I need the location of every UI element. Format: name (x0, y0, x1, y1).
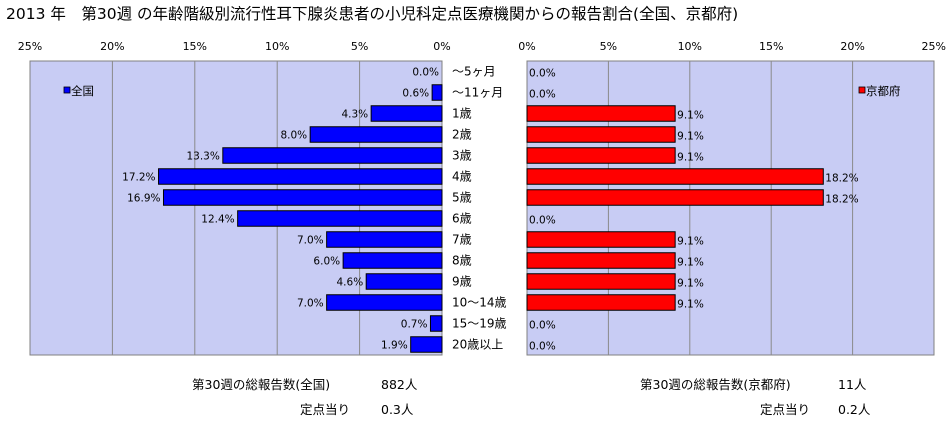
kyoto-bar (526, 231, 676, 248)
national-value-label: 16.9% (127, 193, 160, 205)
kyoto-total-value: 11人 (838, 377, 867, 392)
category-label: 7歳 (452, 233, 472, 247)
kyoto-per-value: 0.2人 (838, 402, 871, 417)
national-bar (158, 168, 443, 185)
category-label: 10～14歳 (452, 296, 507, 310)
kyoto-tick-label: 0% (518, 40, 535, 53)
national-value-label: 0.7% (401, 319, 428, 331)
kyoto-chart: 0% 5% 10% 15% 20% 25% 0.0% 0.0% 9.1% 9.1% 9.1% 18.2… (518, 40, 946, 356)
kyoto-bar (526, 189, 824, 206)
category-label: 9歳 (452, 275, 472, 289)
national-bar (342, 252, 443, 269)
kyoto-value-label: 18.2% (825, 173, 858, 185)
national-per-value: 0.3人 (381, 402, 414, 417)
national-value-label: 17.2% (122, 172, 155, 184)
national-tick-label: 20% (100, 40, 124, 53)
category-label: ～5ヶ月 (452, 65, 496, 79)
national-bar (162, 189, 443, 206)
kyoto-tick-label: 20% (840, 40, 864, 53)
national-value-label: 1.9% (381, 340, 408, 352)
kyoto-plot-area (526, 60, 935, 356)
national-legend-swatch (63, 86, 71, 94)
kyoto-tick-label: 25% (922, 40, 946, 53)
national-bar (309, 126, 443, 143)
national-tick-label: 15% (183, 40, 207, 53)
national-tick-label: 25% (18, 40, 42, 53)
category-label: 3歳 (452, 149, 472, 163)
national-tick-label: 0% (433, 40, 450, 53)
national-total-label: 第30週の総報告数(全国) (192, 377, 330, 392)
kyoto-legend-label: 京都府 (866, 84, 901, 98)
kyoto-bar (526, 126, 676, 143)
kyoto-value-label: 9.1% (677, 299, 704, 311)
kyoto-value-label: 0.0% (529, 215, 556, 227)
national-value-label: 6.0% (313, 256, 340, 268)
national-bar (370, 105, 443, 122)
national-bar (410, 336, 443, 353)
category-label: 20歳以上 (452, 338, 503, 352)
kyoto-total-label: 第30週の総報告数(京都府) (640, 377, 791, 392)
kyoto-value-label: 0.0% (529, 68, 556, 80)
category-label: 4歳 (452, 170, 472, 184)
category-label: ～11ヶ月 (452, 86, 503, 100)
chart-title: 2013 年 第30週 の年齢階級別流行性耳下腺炎患者の小児科定点医療機関からの… (6, 5, 738, 23)
kyoto-tick-label: 15% (759, 40, 783, 53)
national-chart: 25% 20% 15% 10% 5% 0% 0.0% 0.6% 4.3% 8.0% 13.3% 17.… (18, 40, 451, 356)
national-plot-area (29, 60, 443, 356)
national-value-label: 7.0% (297, 298, 324, 310)
kyoto-tick-label: 10% (678, 40, 702, 53)
kyoto-legend-swatch (858, 86, 866, 94)
kyoto-value-label: 9.1% (677, 131, 704, 143)
kyoto-value-label: 9.1% (677, 236, 704, 248)
national-bar (431, 84, 443, 101)
kyoto-value-label: 9.1% (677, 278, 704, 290)
national-value-label: 13.3% (186, 151, 219, 163)
national-value-label: 8.0% (280, 130, 307, 142)
kyoto-bar (526, 168, 824, 185)
kyoto-value-label: 0.0% (529, 320, 556, 332)
national-value-label: 0.6% (402, 88, 429, 100)
national-value-label: 12.4% (201, 214, 234, 226)
kyoto-value-label: 18.2% (825, 194, 858, 206)
kyoto-value-label: 0.0% (529, 89, 556, 101)
kyoto-bar (526, 105, 676, 122)
kyoto-value-label: 9.1% (677, 110, 704, 122)
kyoto-value-label: 0.0% (529, 341, 556, 353)
kyoto-bar (526, 252, 676, 269)
category-label: 6歳 (452, 212, 472, 226)
national-tick-label: 5% (351, 40, 368, 53)
kyoto-value-label: 9.1% (677, 152, 704, 164)
kyoto-bar (526, 294, 676, 311)
category-label: 5歳 (452, 191, 472, 205)
kyoto-per-label: 定点当り (760, 402, 810, 417)
national-value-label: 4.6% (337, 277, 364, 289)
category-labels: ～5ヶ月 ～11ヶ月 1歳 2歳 3歳 4歳 5歳 6歳 7歳 8歳 9歳 10～14歳 15～19歳 2… (452, 65, 507, 352)
kyoto-value-label: 9.1% (677, 257, 704, 269)
national-total-value: 882人 (381, 377, 418, 392)
national-bar (326, 231, 443, 248)
category-label: 1歳 (452, 107, 472, 121)
national-value-label: 4.3% (341, 109, 368, 121)
national-bar (222, 147, 443, 164)
category-label: 2歳 (452, 128, 472, 142)
national-bar (326, 294, 443, 311)
national-tick-label: 10% (265, 40, 289, 53)
category-label: 8歳 (452, 254, 472, 268)
national-value-label: 0.0% (412, 67, 439, 79)
kyoto-bar (526, 147, 676, 164)
national-bar (429, 315, 443, 332)
national-bar (365, 273, 443, 290)
kyoto-tick-label: 5% (600, 40, 617, 53)
national-bar (237, 210, 443, 227)
national-value-label: 7.0% (297, 235, 324, 247)
category-label: 15～19歳 (452, 317, 507, 331)
kyoto-bar (526, 273, 676, 290)
national-legend-label: 全国 (71, 84, 94, 98)
national-per-label: 定点当り (300, 402, 350, 417)
